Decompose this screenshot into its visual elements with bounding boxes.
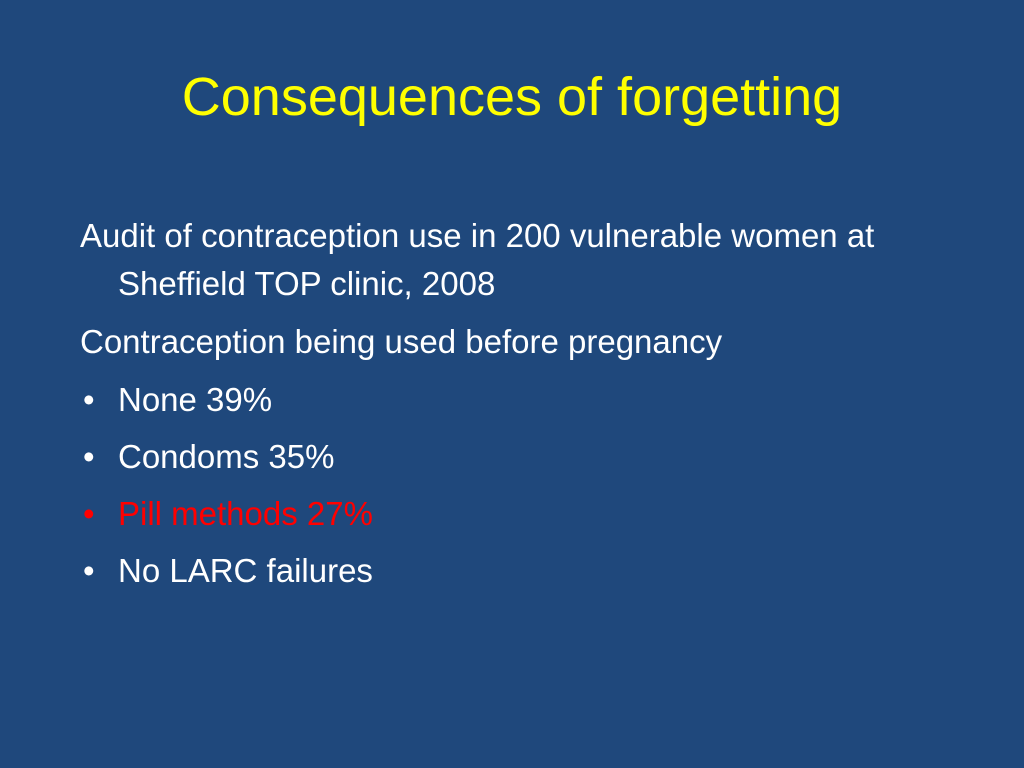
bullet-pill-methods: • Pill methods 27% [80, 490, 960, 538]
slide-body: Audit of contraception use in 200 vulner… [80, 212, 960, 604]
bullet-none: • None 39% [80, 376, 960, 424]
bullet-text: Condoms 35% [118, 438, 335, 475]
bullet-dot-icon: • [83, 495, 95, 532]
bullet-text: Pill methods 27% [118, 495, 373, 532]
bullet-no-larc: • No LARC failures [80, 547, 960, 595]
bullet-text: No LARC failures [118, 552, 373, 589]
bullet-dot-icon: • [83, 381, 95, 418]
bullet-condoms: • Condoms 35% [80, 433, 960, 481]
bullet-dot-icon: • [83, 438, 95, 475]
contraception-heading: Contraception being used before pregnanc… [80, 323, 723, 360]
bullet-dot-icon: • [83, 552, 95, 589]
audit-description: Audit of contraception use in 200 vulner… [80, 217, 875, 302]
slide-title: Consequences of forgetting [181, 67, 843, 127]
bullet-text: None 39% [118, 381, 273, 418]
